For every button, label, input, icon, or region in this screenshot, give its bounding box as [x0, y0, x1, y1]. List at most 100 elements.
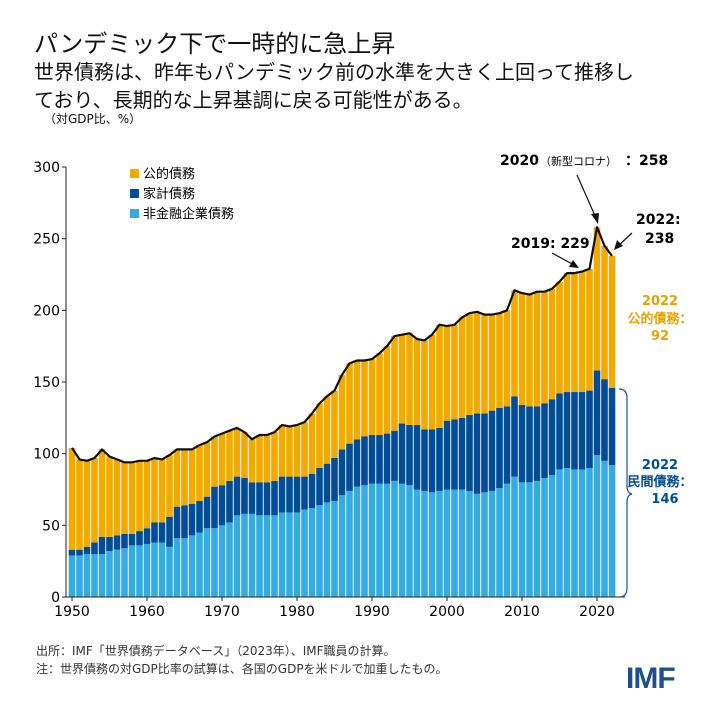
bar-corporate-2013: [541, 478, 548, 597]
bar-public-1986: [338, 374, 346, 450]
bar-household-1964: [173, 506, 181, 539]
bar-corporate-1957: [121, 548, 128, 597]
bar-corporate-1966: [188, 535, 196, 597]
bar-public-1970: [218, 433, 226, 486]
bar-corporate-1971: [226, 522, 233, 597]
bar-public-2000: [443, 326, 451, 421]
bar-public-1952: [83, 460, 91, 547]
bar-corporate-2008: [503, 483, 511, 597]
bar-corporate-1981: [301, 509, 308, 597]
bar-household-1980: [293, 476, 301, 513]
bar-household-1985: [331, 457, 338, 501]
bar-corporate-1995: [406, 485, 413, 597]
bar-household-2022: [608, 387, 616, 466]
bar-household-1993: [391, 430, 398, 481]
bar-public-2005: [481, 314, 488, 414]
bar-corporate-1983: [316, 505, 323, 597]
private-annotation-value: 146: [651, 492, 678, 507]
bar-public-1962: [158, 459, 166, 523]
bar-corporate-1975: [256, 515, 263, 597]
bar-corporate-1962: [158, 542, 166, 597]
bar-public-1980: [293, 425, 301, 477]
bar-household-1989: [361, 436, 368, 486]
bar-corporate-1974: [248, 513, 256, 597]
bar-household-2014: [548, 399, 556, 476]
bar-household-2021: [601, 379, 608, 461]
bar-public-1999: [436, 324, 443, 428]
bar-household-1969: [211, 486, 218, 529]
bar-household-1953: [91, 542, 98, 554]
bar-corporate-1990: [368, 483, 376, 597]
bar-public-1993: [391, 336, 398, 431]
bar-public-1994: [398, 334, 406, 424]
bar-corporate-2018: [578, 469, 586, 597]
bar-household-1986: [338, 449, 346, 496]
bar-household-1955: [106, 536, 113, 552]
bar-corporate-1979: [286, 512, 293, 597]
bar-corporate-2006: [488, 490, 496, 597]
bar-household-2015: [556, 393, 563, 470]
bar-public-1964: [173, 449, 181, 507]
bar-corporate-1969: [211, 528, 218, 597]
bar-corporate-1955: [106, 551, 113, 597]
bar-household-1959: [136, 531, 143, 546]
legend-swatch-corporate: [130, 209, 139, 218]
bar-public-1976: [263, 435, 271, 483]
bar-public-1959: [136, 460, 143, 532]
bar-corporate-1965: [181, 538, 188, 597]
bar-public-1954: [98, 449, 106, 537]
bar-corporate-1972: [233, 515, 241, 597]
bar-corporate-1963: [166, 546, 173, 597]
bar-public-2008: [503, 310, 511, 407]
footnote: 注：世界債務の対GDP比率の試算は、各国のGDPを米ドルで加重したもの。: [36, 662, 448, 676]
bar-corporate-2005: [481, 492, 488, 597]
bar-household-1977: [271, 480, 278, 516]
bar-public-1960: [143, 460, 151, 529]
bar-corporate-1951: [76, 555, 83, 597]
legend-swatch-household: [130, 189, 139, 198]
annotation-2020-year: 2020: [500, 153, 539, 169]
bar-corporate-1984: [323, 502, 331, 597]
bar-corporate-1954: [98, 554, 106, 597]
x-tick-label: 1970: [204, 604, 240, 620]
bar-household-1954: [98, 536, 106, 554]
bar-public-2020: [593, 227, 601, 371]
bars-group: [68, 227, 616, 597]
bar-public-1961: [151, 457, 158, 523]
bar-household-2005: [481, 413, 488, 493]
legend-label-public: 公的債務: [143, 166, 195, 182]
annotation-2020-note: （新型コロナ）: [540, 154, 617, 168]
bar-public-1988: [353, 360, 361, 440]
bar-public-1975: [256, 435, 263, 483]
bar-corporate-1956: [113, 549, 121, 597]
x-tick-label: 2010: [504, 604, 540, 620]
bar-public-1996: [413, 339, 421, 425]
bar-household-1968: [203, 496, 211, 529]
bar-household-2008: [503, 406, 511, 484]
bar-corporate-2016: [563, 468, 571, 597]
bar-corporate-1985: [331, 500, 338, 597]
bar-household-1990: [368, 435, 376, 484]
bar-corporate-1958: [128, 545, 136, 597]
bar-corporate-1960: [143, 543, 151, 597]
bar-corporate-1993: [391, 480, 398, 597]
bar-household-1960: [143, 528, 151, 544]
bar-public-2013: [541, 291, 548, 404]
bar-public-2017: [571, 273, 578, 393]
bar-household-1991: [376, 435, 383, 484]
bar-public-1978: [278, 425, 286, 477]
bar-household-2000: [443, 420, 451, 490]
bar-corporate-2002: [458, 489, 466, 597]
bar-public-1973: [241, 432, 248, 479]
bar-corporate-1950: [68, 555, 76, 597]
legend-swatch-public: [130, 169, 139, 178]
bar-corporate-1987: [346, 490, 353, 597]
bar-public-2007: [496, 313, 503, 408]
bar-corporate-1986: [338, 495, 346, 597]
bar-household-1975: [256, 482, 263, 516]
source-note: 出所：IMF「世界債務データベース」（2023年）、IMF職員の計算。: [36, 644, 396, 658]
bar-corporate-2017: [571, 469, 578, 597]
bar-corporate-2010: [518, 482, 526, 597]
bar-corporate-1964: [173, 538, 181, 597]
bar-public-1992: [383, 346, 391, 434]
